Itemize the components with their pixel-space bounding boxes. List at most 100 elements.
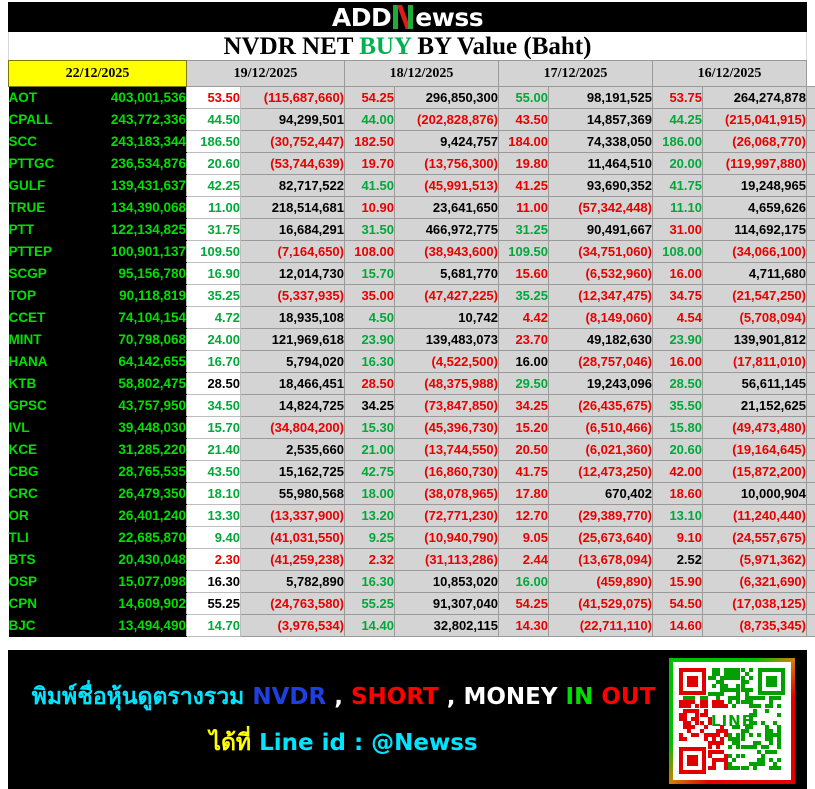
qr-module	[769, 733, 774, 738]
table-row[interactable]: KCE 31,285,220 21.40 2,535,660 21.00 (13,744,…	[8, 438, 815, 461]
table-row[interactable]: CCET 74,104,154 4.72 18,935,108 4.50 10,742 4.…	[8, 306, 815, 329]
table-row[interactable]: IVL 39,448,030 15.70 (34,804,200) 15.30 (45,3…	[8, 416, 815, 439]
value-cell: 32,802,115	[394, 614, 499, 637]
qr-module	[711, 737, 716, 742]
qr-module	[736, 688, 741, 692]
table-row[interactable]: TLI 22,685,870 9.40 (41,031,550) 9.25 (10,940…	[8, 526, 815, 549]
symbol-cell[interactable]: HANA	[8, 350, 81, 373]
date-header-1[interactable]: 22/12/2025	[8, 60, 187, 87]
symbol-cell[interactable]: MINT	[8, 328, 81, 351]
table-row[interactable]: BJC 13,494,490 14.70 (3,976,534) 14.40 32,802…	[8, 614, 815, 637]
qr-module	[711, 704, 716, 709]
footer-short-label: SHORT	[350, 684, 439, 711]
symbol-cell[interactable]: PTT	[8, 218, 81, 241]
table-row[interactable]: CRC 26,479,350 18.10 55,980,568 18.00 (38,078…	[8, 482, 815, 505]
qr-module	[728, 765, 733, 770]
qr-module	[736, 753, 741, 758]
symbol-cell[interactable]: TOP	[8, 284, 81, 307]
table-row[interactable]: OSP 15,077,098 16.30 5,782,890 16.30 10,853,0…	[8, 570, 815, 593]
table-row[interactable]: OR 26,401,240 13.30 (13,337,900) 13.20 (72,77…	[8, 504, 815, 527]
date-header-5[interactable]: 16/12/2025	[652, 60, 807, 87]
qr-module	[707, 741, 712, 746]
table-row[interactable]: GULF 139,431,637 42.25 82,717,522 41.50 (45,9…	[8, 174, 815, 197]
table-row[interactable]: CPN 14,609,902 55.25 (24,763,580) 55.25 91,30…	[8, 592, 815, 615]
price-cell: 182.50	[344, 130, 395, 153]
price-cell: 28.50	[652, 372, 703, 395]
symbol-cell[interactable]: TRUE	[8, 196, 81, 219]
value-cell: 4,711,680	[702, 262, 807, 285]
price-cell: 4.54	[652, 306, 703, 329]
date-header-3[interactable]: 18/12/2025	[344, 60, 499, 87]
symbol-cell[interactable]: SCGP	[8, 262, 81, 285]
value-cell: 121,969,618	[240, 328, 345, 351]
date-header-4[interactable]: 17/12/2025	[498, 60, 653, 87]
symbol-cell[interactable]: AOT	[8, 86, 81, 109]
symbol-cell[interactable]: CPN	[8, 592, 81, 615]
symbol-cell[interactable]: OR	[8, 504, 81, 527]
qr-module	[707, 765, 712, 770]
symbol-cell[interactable]: CBG	[8, 460, 81, 483]
symbol-cell[interactable]: IVL	[8, 416, 81, 439]
symbol-cell[interactable]: OSP	[8, 570, 81, 593]
table-row[interactable]: TRUE 134,390,068 11.00 218,514,681 10.90 23,6…	[8, 196, 815, 219]
table-row[interactable]: HANA 64,142,655 16.70 5,794,020 16.30 (4,522,…	[8, 350, 815, 373]
qr-module	[691, 700, 696, 705]
symbol-cell[interactable]: PTTGC	[8, 152, 81, 175]
qr-module	[740, 737, 745, 742]
price-cell: 31.75	[186, 218, 241, 241]
symbol-cell[interactable]: KTB	[8, 372, 81, 395]
symbol-cell[interactable]: CRC	[8, 482, 81, 505]
value-cell: (11,240,440)	[702, 504, 807, 527]
symbol-cell[interactable]: GPSC	[8, 394, 81, 417]
symbol-cell[interactable]: CCET	[8, 306, 81, 329]
value-cell: (38,943,600)	[394, 240, 499, 263]
symbol-cell[interactable]: CPALL	[8, 108, 81, 131]
qr-module	[707, 733, 712, 738]
table-row[interactable]: PTT 122,134,825 31.75 16,684,291 31.50 466,97…	[8, 218, 815, 241]
value-cell: 19,248,965	[702, 174, 807, 197]
line-qr-code[interactable]: LINE	[669, 657, 795, 784]
qr-finder-top-right	[758, 667, 785, 695]
qr-module	[720, 741, 724, 746]
qr-module	[728, 737, 733, 742]
qr-module	[740, 733, 745, 738]
date-header-2[interactable]: 19/12/2025	[186, 60, 345, 87]
table-row[interactable]: GPSC 43,757,950 34.50 14,824,725 34.25 (73,84…	[8, 394, 815, 417]
qr-module	[777, 737, 782, 742]
symbol-cell[interactable]: TLI	[8, 526, 81, 549]
qr-module	[699, 696, 704, 701]
price-cell: 34.50	[186, 394, 241, 417]
table-row[interactable]: SCC 243,183,344 186.50 (30,752,447) 182.50 9,…	[8, 130, 815, 153]
table-row[interactable]: AOT 403,001,536 53.50 (115,687,660) 54.25 296…	[8, 86, 815, 109]
table-row[interactable]: PTTEP 100,901,137 109.50 (7,164,650) 108.00(…	[8, 240, 815, 263]
table-row[interactable]: PTTGC 236,534,876 20.60 (53,744,639) 19.70 (1…	[8, 152, 815, 175]
qr-module	[679, 704, 683, 709]
table-row[interactable]: SCGP 95,156,780 16.90 12,014,730 15.70 5,681,…	[8, 262, 815, 285]
symbol-cell[interactable]: BJC	[8, 614, 81, 637]
symbol-cell[interactable]: PTTEP	[8, 240, 81, 263]
qr-module	[732, 704, 737, 709]
table-row[interactable]: BTS 20,430,048 2.30 (41,259,238) 2.32 (31,113…	[8, 548, 815, 571]
value-cell: (29,389,770)	[548, 504, 653, 527]
qr-module	[748, 667, 753, 672]
qr-module	[748, 688, 753, 692]
table-row[interactable]: CPALL 243,772,336 44.50 94,299,501 44.00 (202…	[8, 108, 815, 131]
symbol-cell[interactable]: SCC	[8, 130, 81, 153]
price-cell: 13.20	[344, 504, 395, 527]
table-row[interactable]: CBG 28,765,535 43.50 15,162,725 42.75 (16,860…	[8, 460, 815, 483]
table-row[interactable]: KTB 58,802,475 28.50 18,466,451 28.50 (48,375…	[8, 372, 815, 395]
qr-module	[720, 729, 724, 733]
qr-module	[752, 765, 757, 770]
value-cell: 18,466,451	[240, 372, 345, 395]
value-cell: (5,337,935)	[240, 284, 345, 307]
table-row[interactable]: MINT 70,798,068 24.00 121,969,618 23.90 139,4…	[8, 328, 815, 351]
price-cell: 2.44	[498, 548, 549, 571]
qr-module	[748, 696, 753, 701]
value-cell: 5,782,890	[240, 570, 345, 593]
symbol-cell[interactable]: BTS	[8, 548, 81, 571]
table-row[interactable]: TOP 90,118,819 35.25 (5,337,935) 35.00 (47,42…	[8, 284, 815, 307]
qr-module	[695, 704, 700, 709]
qr-module	[715, 741, 720, 746]
symbol-cell[interactable]: KCE	[8, 438, 81, 461]
symbol-cell[interactable]: GULF	[8, 174, 81, 197]
